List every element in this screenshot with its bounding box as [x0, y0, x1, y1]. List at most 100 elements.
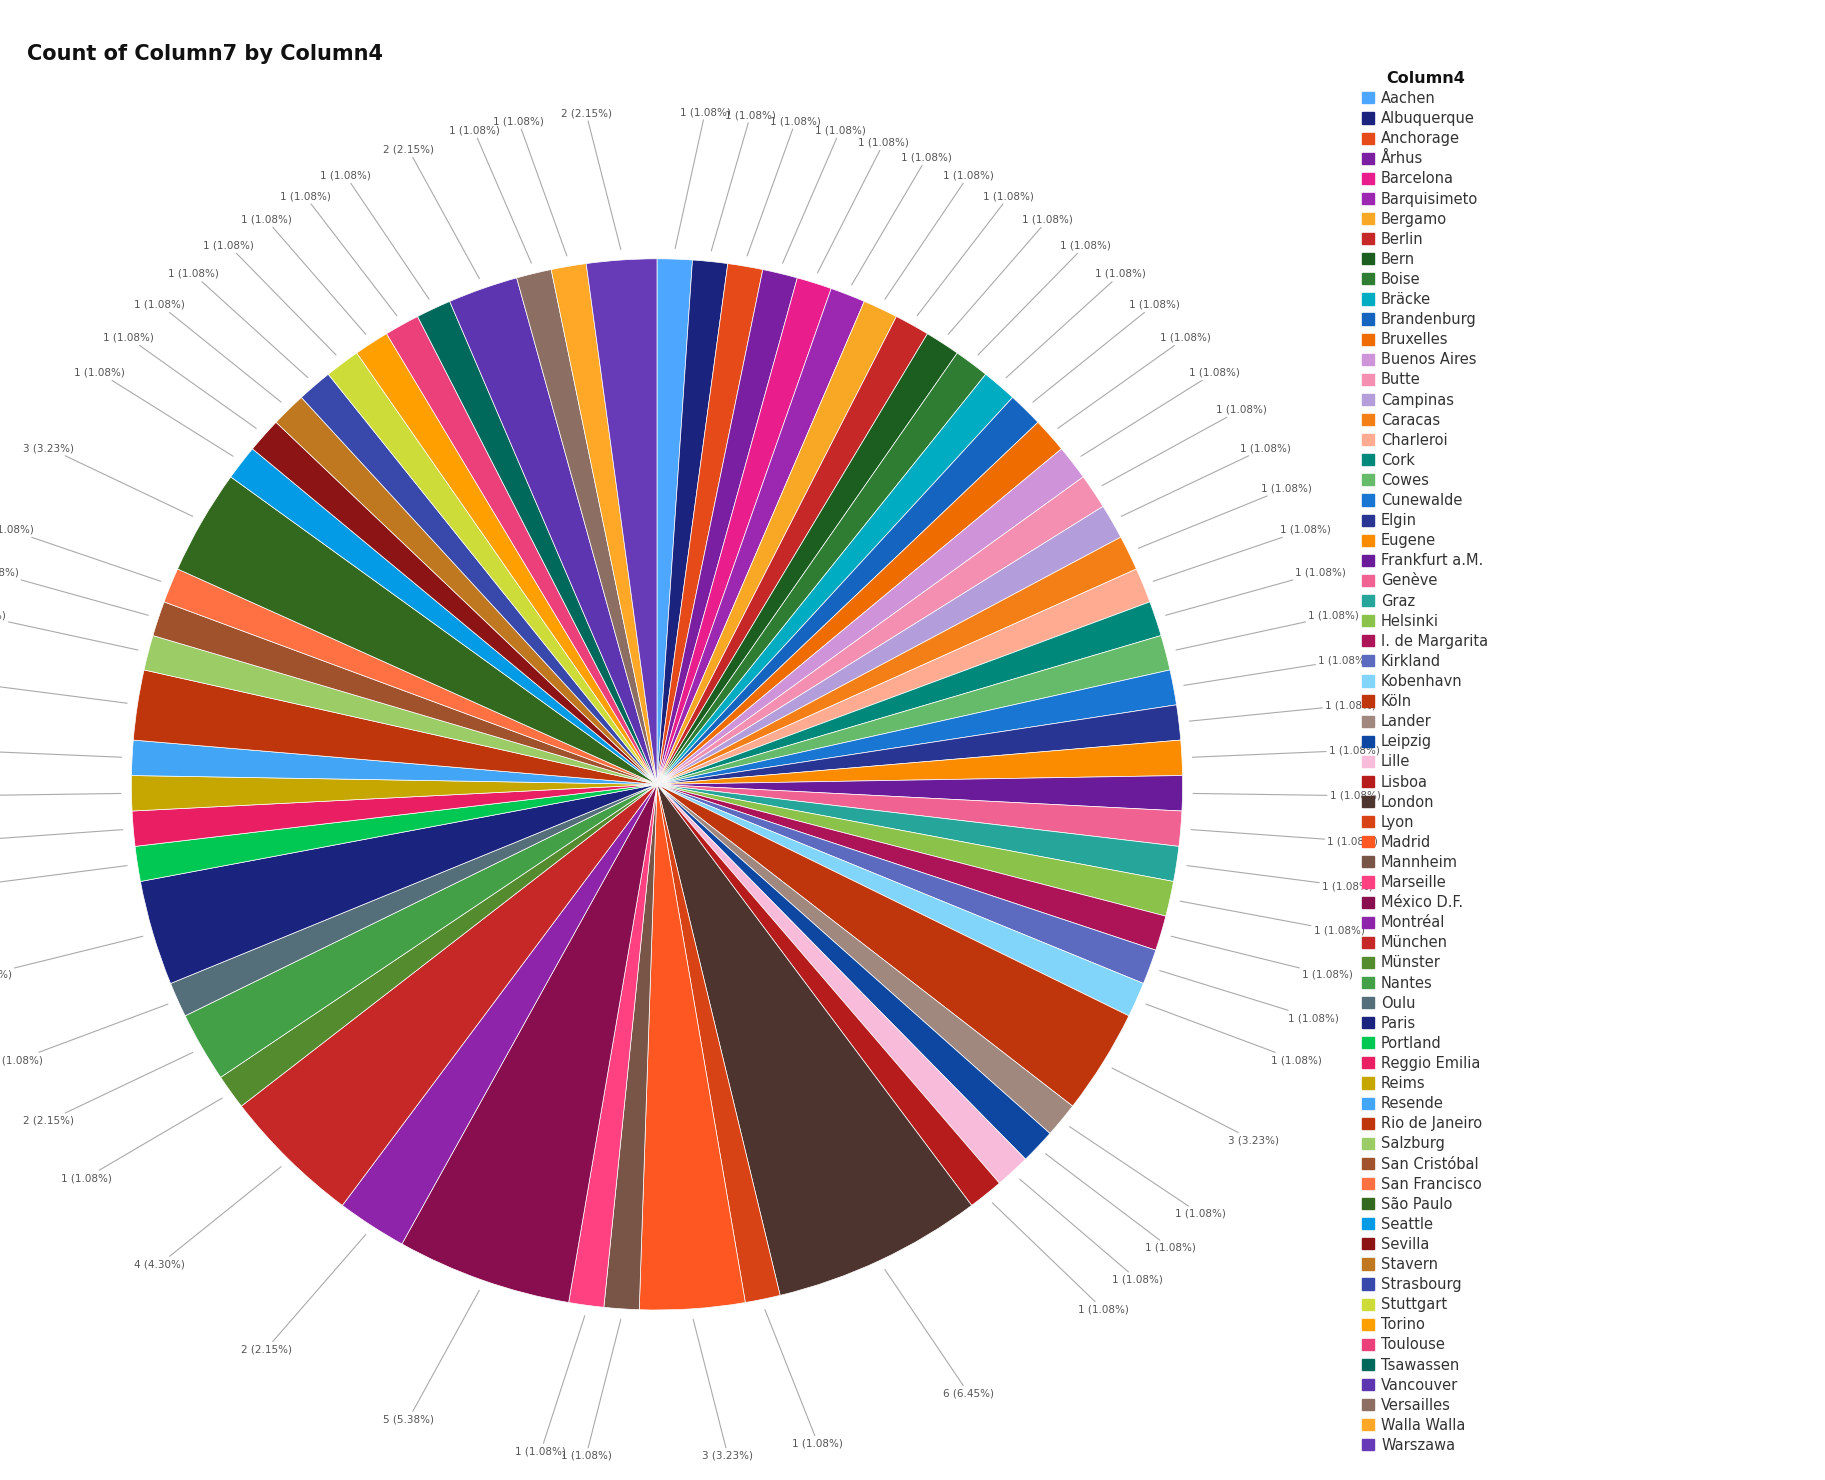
Wedge shape: [144, 635, 657, 784]
Text: 1 (1.08%): 1 (1.08%): [783, 126, 865, 263]
Wedge shape: [164, 568, 657, 784]
Text: 2 (2.15%): 2 (2.15%): [383, 145, 480, 278]
Text: 1 (1.08%): 1 (1.08%): [135, 299, 281, 403]
Text: 2 (2.15%): 2 (2.15%): [560, 108, 620, 250]
Text: 1 (1.08%): 1 (1.08%): [0, 830, 122, 847]
Text: 1 (1.08%): 1 (1.08%): [949, 215, 1073, 334]
Text: 1 (1.08%): 1 (1.08%): [1080, 367, 1239, 456]
Text: 1 (1.08%): 1 (1.08%): [1121, 443, 1290, 517]
Text: 1 (1.08%): 1 (1.08%): [1166, 567, 1347, 616]
Wedge shape: [657, 537, 1137, 784]
Wedge shape: [586, 259, 657, 784]
Wedge shape: [657, 635, 1170, 784]
Wedge shape: [551, 263, 657, 784]
Text: 1 (1.08%): 1 (1.08%): [712, 110, 776, 252]
Wedge shape: [657, 784, 1049, 1159]
Wedge shape: [657, 317, 927, 784]
Text: 1 (1.08%): 1 (1.08%): [1146, 1003, 1321, 1066]
Text: 1 (1.08%): 1 (1.08%): [319, 170, 429, 299]
Text: 1 (1.08%): 1 (1.08%): [818, 138, 909, 272]
Wedge shape: [657, 260, 728, 784]
Wedge shape: [387, 317, 657, 784]
Wedge shape: [657, 374, 1013, 784]
Wedge shape: [135, 784, 657, 882]
Legend: Aachen, Albuquerque, Anchorage, Århus, Barcelona, Barquisimeto, Bergamo, Berlin,: Aachen, Albuquerque, Anchorage, Århus, B…: [1358, 67, 1493, 1458]
Wedge shape: [153, 602, 657, 784]
Wedge shape: [657, 333, 958, 784]
Text: 1 (1.08%): 1 (1.08%): [1172, 937, 1352, 980]
Text: 1 (1.08%): 1 (1.08%): [918, 191, 1035, 315]
Wedge shape: [657, 784, 779, 1302]
Text: 1 (1.08%): 1 (1.08%): [1192, 746, 1380, 758]
Wedge shape: [133, 670, 657, 784]
Text: 1 (1.08%): 1 (1.08%): [0, 611, 139, 650]
Text: 1 (1.08%): 1 (1.08%): [449, 126, 531, 263]
Text: 3 (3.23%): 3 (3.23%): [0, 937, 142, 980]
Text: Count of Column7 by Column4: Count of Column7 by Column4: [27, 44, 383, 65]
Wedge shape: [657, 354, 986, 784]
Text: 1 (1.08%): 1 (1.08%): [1046, 1154, 1195, 1254]
Wedge shape: [657, 784, 1179, 882]
Wedge shape: [131, 784, 657, 847]
Wedge shape: [657, 278, 830, 784]
Text: 1 (1.08%): 1 (1.08%): [885, 170, 995, 299]
Wedge shape: [449, 278, 657, 784]
Wedge shape: [276, 398, 657, 784]
Wedge shape: [657, 398, 1038, 784]
Wedge shape: [343, 784, 657, 1245]
Text: 2 (2.15%): 2 (2.15%): [241, 1234, 365, 1354]
Wedge shape: [639, 784, 745, 1310]
Wedge shape: [657, 784, 1166, 950]
Wedge shape: [657, 784, 1130, 1106]
Wedge shape: [657, 784, 1183, 847]
Text: 1 (1.08%): 1 (1.08%): [241, 215, 365, 334]
Wedge shape: [657, 269, 798, 784]
Text: 1 (1.08%): 1 (1.08%): [104, 333, 256, 428]
Text: 1 (1.08%): 1 (1.08%): [1190, 700, 1376, 721]
Text: 1 (1.08%): 1 (1.08%): [1181, 901, 1365, 935]
Text: 1 (1.08%): 1 (1.08%): [1153, 524, 1330, 582]
Wedge shape: [657, 784, 1173, 916]
Text: 3 (3.23%): 3 (3.23%): [24, 443, 193, 517]
Text: 1 (1.08%): 1 (1.08%): [279, 191, 396, 315]
Wedge shape: [221, 784, 657, 1106]
Text: 1 (1.08%): 1 (1.08%): [1102, 404, 1267, 485]
Wedge shape: [516, 269, 657, 784]
Wedge shape: [418, 302, 657, 784]
Wedge shape: [402, 784, 657, 1302]
Wedge shape: [657, 602, 1161, 784]
Text: 1 (1.08%): 1 (1.08%): [852, 152, 953, 284]
Wedge shape: [241, 784, 657, 1205]
Text: 1 (1.08%): 1 (1.08%): [765, 1310, 843, 1449]
Text: 1 (1.08%): 1 (1.08%): [1006, 269, 1146, 377]
Text: 1 (1.08%): 1 (1.08%): [978, 241, 1111, 355]
Wedge shape: [657, 784, 1000, 1205]
Text: 1 (1.08%): 1 (1.08%): [0, 866, 128, 891]
Wedge shape: [657, 670, 1177, 784]
Wedge shape: [141, 784, 657, 984]
Text: 3 (3.23%): 3 (3.23%): [694, 1319, 754, 1461]
Wedge shape: [328, 354, 657, 784]
Wedge shape: [604, 784, 657, 1310]
Text: 1 (1.08%): 1 (1.08%): [493, 117, 568, 256]
Wedge shape: [569, 784, 657, 1307]
Text: 1 (1.08%): 1 (1.08%): [1069, 1126, 1226, 1220]
Wedge shape: [657, 506, 1121, 784]
Text: 1 (1.08%): 1 (1.08%): [1159, 971, 1340, 1023]
Text: 1 (1.08%): 1 (1.08%): [560, 1319, 620, 1461]
Text: 6 (6.45%): 6 (6.45%): [885, 1270, 995, 1399]
Text: 1 (1.08%): 1 (1.08%): [0, 1003, 168, 1066]
Wedge shape: [657, 784, 971, 1295]
Wedge shape: [131, 740, 657, 784]
Text: 3 (3.23%): 3 (3.23%): [1111, 1069, 1279, 1146]
Wedge shape: [657, 259, 692, 784]
Wedge shape: [657, 422, 1062, 784]
Text: 1 (1.08%): 1 (1.08%): [993, 1203, 1128, 1314]
Text: 1 (1.08%): 1 (1.08%): [1192, 830, 1378, 847]
Text: 4 (4.30%): 4 (4.30%): [135, 1166, 281, 1270]
Wedge shape: [657, 776, 1183, 811]
Text: 5 (5.38%): 5 (5.38%): [383, 1291, 480, 1424]
Wedge shape: [657, 740, 1183, 784]
Wedge shape: [177, 477, 657, 784]
Wedge shape: [657, 784, 1144, 1015]
